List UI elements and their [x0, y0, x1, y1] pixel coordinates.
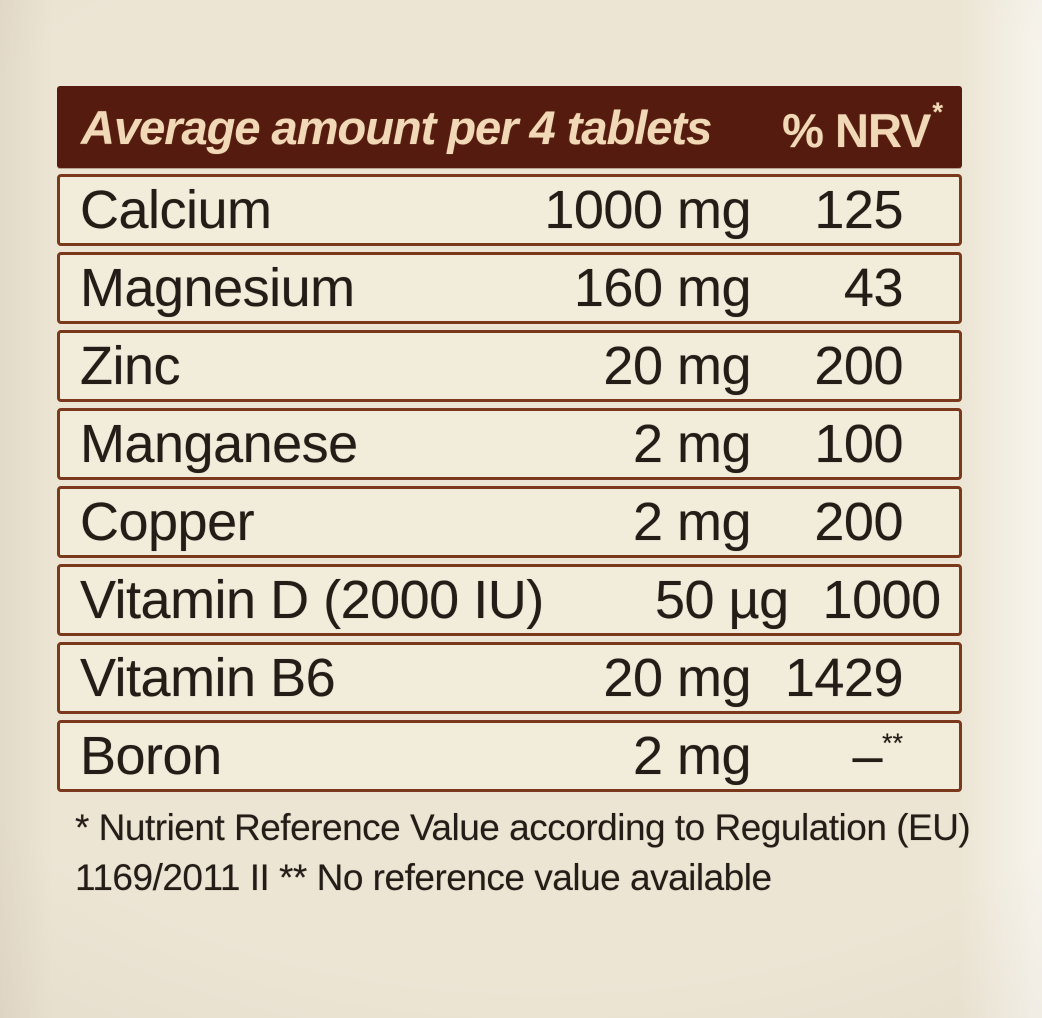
nutrient-name: Vitamin B6	[80, 648, 336, 708]
table-header: Average amount per 4 tablets % NRV*	[57, 86, 962, 168]
nrv-value: –**	[852, 726, 903, 786]
amount-value: 2 mg	[632, 414, 752, 474]
amount-value: 2 mg	[632, 492, 752, 552]
table-row: Boron 2 mg –**	[57, 720, 962, 792]
nrv-header-asterisk: *	[932, 96, 943, 127]
nutrient-name: Zinc	[80, 336, 181, 396]
table-row: Zinc 20 mg 200	[57, 330, 962, 402]
nrv-footnote-marker: **	[881, 728, 903, 758]
table-row: Manganese 2 mg 100	[57, 408, 962, 480]
footnote-line-1: * Nutrient Reference Value according to …	[75, 807, 971, 848]
amount-value: 20 mg	[603, 336, 751, 396]
nrv-column-header: % NRV*	[782, 96, 943, 158]
table-row: Vitamin D (2000 IU) 50 µg 1000	[57, 564, 962, 636]
nutrient-name: Manganese	[80, 414, 358, 474]
amount-value: 2 mg	[632, 726, 752, 786]
table-row: Calcium 1000 mg 125	[57, 174, 962, 246]
nrv-header-label: % NRV	[782, 104, 931, 157]
table-title: Average amount per 4 tablets	[81, 100, 712, 154]
amount-value: 160 mg	[573, 258, 752, 318]
footnote-line-2: 1169/2011 II ** No reference value avail…	[75, 857, 772, 898]
nrv-value: 100	[814, 414, 903, 474]
nutrient-name: Copper	[80, 492, 255, 552]
nutrient-name: Vitamin D (2000 IU)	[80, 570, 544, 630]
amount-value: 50 µg	[654, 570, 789, 630]
amount-value: 20 mg	[603, 648, 751, 708]
nrv-value: 125	[814, 180, 903, 240]
nutrient-name: Magnesium	[80, 258, 355, 318]
table-row: Copper 2 mg 200	[57, 486, 962, 558]
table-row: Magnesium 160 mg 43	[57, 252, 962, 324]
nrv-value: 1000	[822, 570, 942, 630]
amount-value: 1000 mg	[544, 180, 751, 240]
nrv-value: 1429	[784, 648, 904, 708]
nutrient-name: Calcium	[80, 180, 272, 240]
footnote: * Nutrient Reference Value according to …	[75, 803, 975, 903]
table-row: Vitamin B6 20 mg 1429	[57, 642, 962, 714]
table-body: Calcium 1000 mg 125 Magnesium 160 mg 43 Zinc 20…	[57, 174, 962, 792]
nutrient-name: Boron	[80, 726, 222, 786]
nutrition-table: Average amount per 4 tablets % NRV* Calc…	[57, 86, 962, 792]
nrv-value: 200	[814, 336, 903, 396]
nrv-value: 43	[843, 258, 904, 318]
nrv-value: 200	[814, 492, 903, 552]
